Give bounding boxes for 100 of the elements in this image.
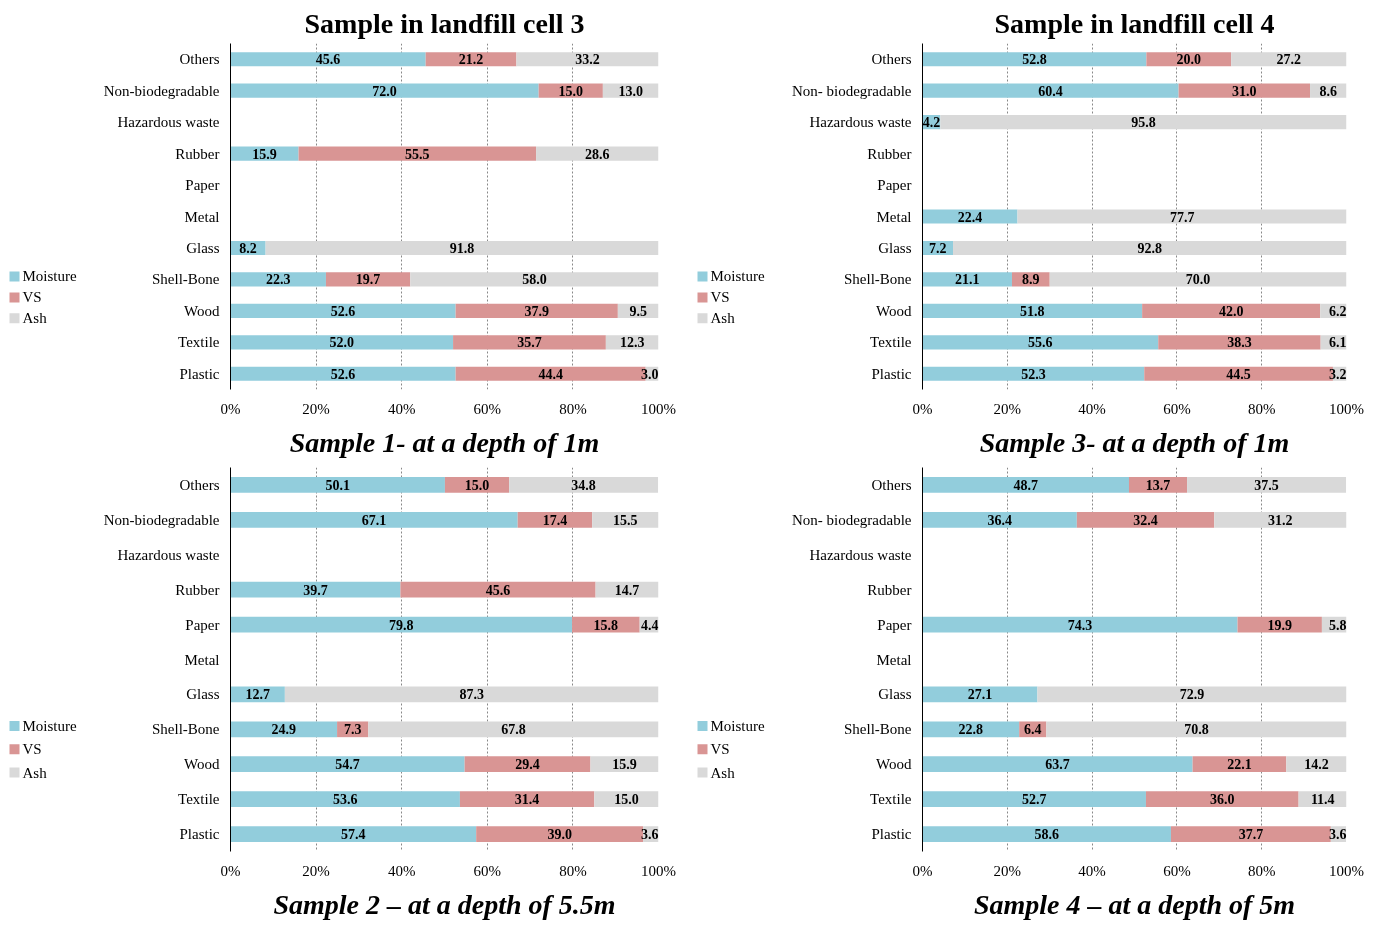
legend-label: VS (710, 741, 730, 758)
y-tick-label: Non- biodegradable (791, 82, 912, 99)
data-label: 3.0 (641, 366, 659, 382)
data-label: 6.1 (1329, 335, 1347, 351)
data-label: 19.9 (1267, 617, 1292, 633)
y-tick-label: Hazardous waste (809, 114, 912, 131)
bar (1214, 512, 1347, 528)
data-label: 37.5 (1254, 477, 1279, 493)
data-label: 15.5 (613, 512, 638, 528)
y-tick-label: Plastic (179, 826, 220, 843)
bar (922, 52, 1147, 67)
y-tick-label: Glass (878, 686, 912, 703)
bar (922, 826, 1171, 842)
data-label: 57.4 (341, 827, 366, 843)
data-label: 3.6 (641, 827, 659, 843)
x-tick-label: 80% (559, 862, 587, 879)
x-tick-label: 60% (1163, 400, 1191, 417)
bar (922, 791, 1146, 807)
x-tick-label: 40% (387, 400, 416, 417)
data-label: 77.7 (1169, 209, 1195, 225)
data-label: 63.7 (1045, 757, 1070, 773)
y-tick-label: Glass (186, 239, 220, 256)
bar (230, 512, 518, 528)
x-tick-label: 80% (1247, 862, 1276, 879)
data-label: 22.4 (957, 209, 983, 225)
y-tick-label: Metal (876, 651, 912, 668)
data-label: 45.6 (315, 52, 341, 68)
y-tick-label: Plastic (179, 365, 220, 382)
data-label: 52.0 (329, 335, 355, 351)
data-label: 22.3 (265, 272, 291, 288)
x-tick-label: 100% (1329, 400, 1364, 417)
data-label: 7.3 (343, 722, 362, 738)
data-label: 67.1 (361, 512, 387, 528)
data-label: 15.9 (252, 146, 277, 162)
y-tick-label: Metal (184, 208, 220, 225)
data-label: 51.8 (1020, 303, 1045, 319)
y-tick-label: Shell-Bone (844, 271, 912, 288)
x-tick-label: 40% (387, 862, 416, 879)
data-label: 72.0 (372, 83, 397, 99)
data-label: 24.9 (271, 722, 297, 738)
x-tick-label: 0% (912, 862, 933, 879)
x-tick-label: 100% (1329, 862, 1364, 879)
bar (922, 512, 1077, 528)
x-tick-label: 0% (220, 862, 241, 879)
data-label: 17.4 (542, 512, 568, 528)
bar (1187, 477, 1347, 493)
data-label: 35.7 (517, 335, 542, 351)
data-label: 53.6 (332, 792, 358, 808)
bar (922, 303, 1143, 318)
x-tick-label: 40% (1078, 862, 1106, 879)
bar (230, 366, 456, 381)
data-label: 31.0 (1232, 83, 1257, 99)
data-label: 22.1 (1227, 757, 1252, 773)
bar (509, 477, 659, 493)
legend-label: VS (22, 289, 42, 306)
bar (230, 826, 477, 842)
data-label: 27.1 (967, 687, 993, 703)
legend-label: Moisture (22, 717, 77, 734)
bar (265, 240, 659, 256)
bar (400, 581, 596, 598)
text: Sample 1- at a depth of 1m (289, 426, 600, 458)
data-label: 3.6 (1329, 827, 1347, 843)
x-tick-label: 0% (912, 400, 933, 417)
x-tick-label: 100% (641, 400, 676, 417)
x-tick-label: 60% (1163, 862, 1191, 879)
y-tick-label: Others (871, 476, 912, 493)
data-label: 8.6 (1319, 83, 1338, 99)
data-label: 37.7 (1238, 827, 1264, 843)
y-tick-label: Paper (185, 616, 220, 633)
x-tick-label: 100% (641, 862, 676, 879)
x-tick-label: 20% (993, 862, 1022, 879)
data-label: 21.1 (954, 272, 980, 288)
data-label: 6.4 (1023, 722, 1042, 738)
data-label: 58.6 (1034, 827, 1059, 843)
bar (1049, 272, 1347, 287)
data-label: 79.8 (389, 617, 414, 633)
data-label: 4.4 (641, 617, 659, 633)
bar (230, 335, 454, 350)
y-tick-label: Non-biodegradable (103, 511, 220, 528)
bar (410, 272, 659, 287)
data-label: 52.8 (1022, 52, 1047, 68)
data-label: 8.9 (1022, 272, 1040, 288)
bar (230, 52, 426, 67)
data-label: 50.1 (325, 477, 350, 493)
data-label: 3.2 (1329, 366, 1347, 382)
data-label: 72.9 (1179, 687, 1205, 703)
data-label: 44.5 (1226, 366, 1251, 382)
data-label: 92.8 (1137, 240, 1163, 256)
data-label: 32.4 (1133, 512, 1158, 528)
data-label: 31.4 (514, 792, 540, 808)
y-tick-label: Textile (178, 334, 220, 351)
bar (230, 791, 460, 807)
y-tick-label: Rubber (867, 145, 912, 162)
data-label: 44.4 (538, 366, 563, 382)
data-label: 55.6 (1028, 335, 1053, 351)
bar (922, 756, 1193, 773)
x-tick-label: 80% (559, 400, 587, 417)
data-label: 60.4 (1038, 83, 1063, 99)
y-tick-label: Paper (877, 177, 912, 194)
bar (464, 756, 591, 773)
